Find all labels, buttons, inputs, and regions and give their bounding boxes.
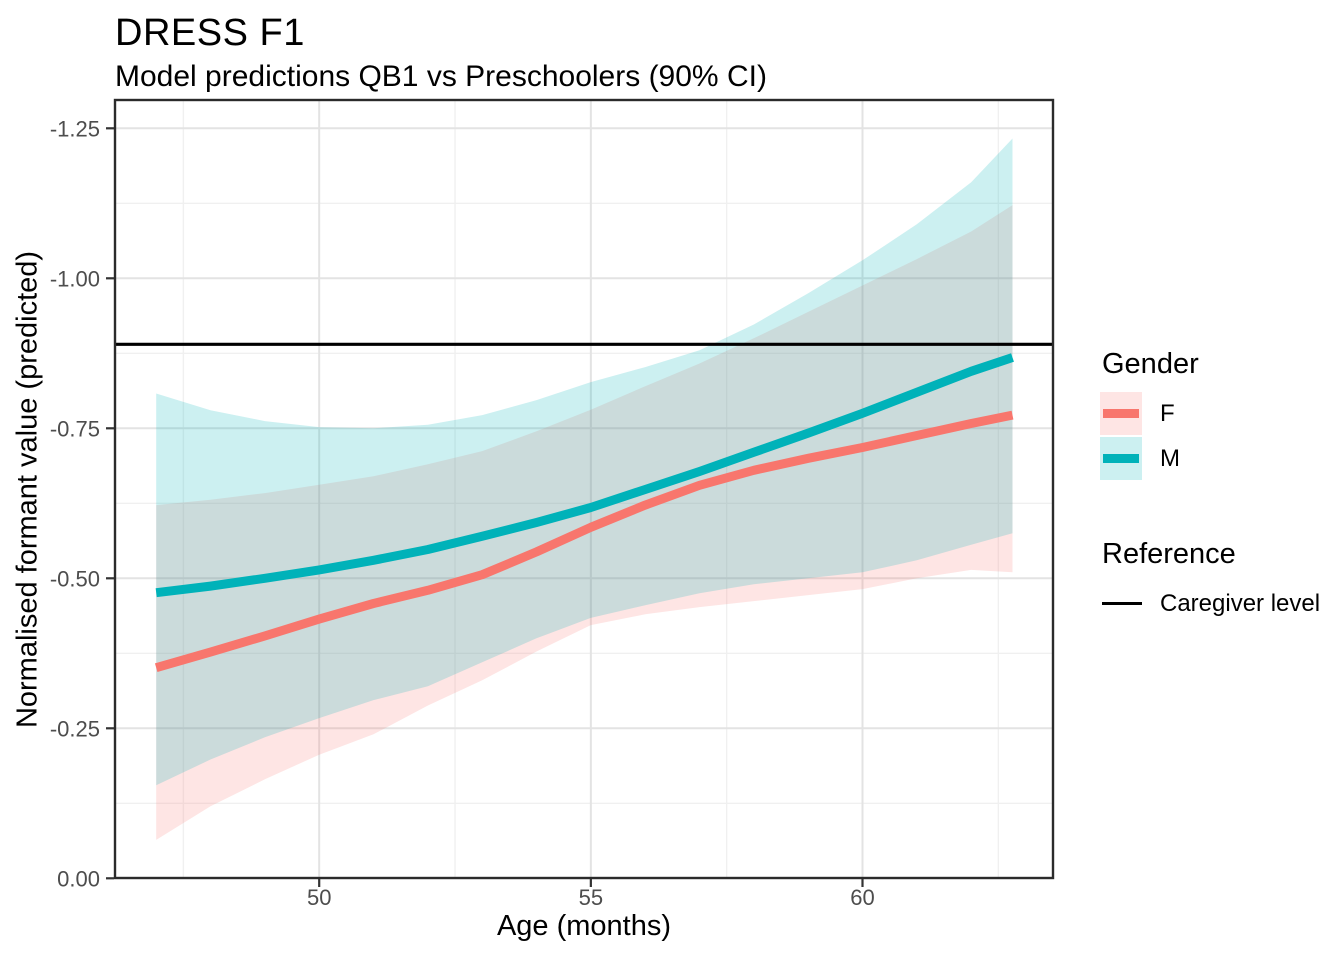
legend-label-caregiver: Caregiver level — [1160, 590, 1321, 617]
legend-key-M — [1100, 437, 1142, 480]
y-tick-label: 0.00 — [57, 866, 100, 891]
legend-label-F: F — [1160, 400, 1175, 427]
legend-label-M: M — [1160, 445, 1180, 472]
legend-reference-line-icon — [1102, 602, 1142, 605]
x-tick-label: 60 — [850, 885, 874, 910]
panel-border — [113, 98, 1055, 880]
legend-reference-title: Reference — [1102, 538, 1236, 570]
chart-subtitle: Model predictions QB1 vs Preschoolers (9… — [115, 60, 767, 93]
line-M — [155, 353, 1014, 598]
legend-line-M-icon — [1103, 454, 1139, 463]
y-tick-label: -0.75 — [50, 416, 100, 441]
chart-title: DRESS F1 — [115, 12, 305, 54]
legend-key-F — [1100, 392, 1142, 435]
x-axis-title: Age (months) — [496, 910, 672, 942]
x-tick-label: 50 — [307, 885, 331, 910]
line-F — [154, 410, 1014, 673]
ribbon-M — [156, 138, 1013, 786]
y-tick-label: -0.50 — [50, 566, 100, 591]
x-tick-label: 55 — [579, 885, 603, 910]
ribbon-F — [156, 205, 1013, 840]
y-tick-label: -0.25 — [50, 716, 100, 741]
y-tick-label: -1.25 — [50, 116, 100, 141]
legend-line-F-icon — [1103, 409, 1139, 418]
y-tick-label: -1.00 — [50, 266, 100, 291]
y-axis-title: Normalised formant value (predicted) — [11, 250, 44, 729]
legend-gender-title: Gender — [1102, 348, 1199, 380]
